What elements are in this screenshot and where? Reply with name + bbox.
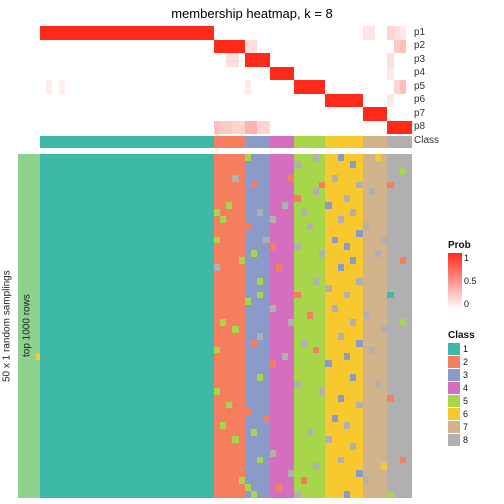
class-strip [40,136,412,148]
prob-ticks: 10.50 [464,253,477,309]
class-strip-label: Class [414,136,439,146]
prob-legend-title: Prob [448,240,500,251]
plot-area: 50 x 1 random samplings top 1000 rows p1… [14,26,430,498]
prob-legend: Prob 10.50 [448,240,500,309]
class-legend: Class 12345678 [448,330,500,447]
membership-row-labels: p1p2p3p4p5p6p7p8 [414,26,425,134]
class-legend-body: 12345678 [448,343,500,446]
consensus-heatmap [40,154,412,498]
left-annotation: 50 x 1 random samplings top 1000 rows [14,26,36,498]
chart-title: membership heatmap, k = 8 [0,6,504,21]
prob-gradient: 10.50 [448,253,462,309]
membership-heatmap [40,26,412,134]
class-legend-title: Class [448,330,500,341]
y-axis-label: 50 x 1 random samplings [0,154,14,498]
side-strip-label: top 1000 rows [18,154,36,498]
